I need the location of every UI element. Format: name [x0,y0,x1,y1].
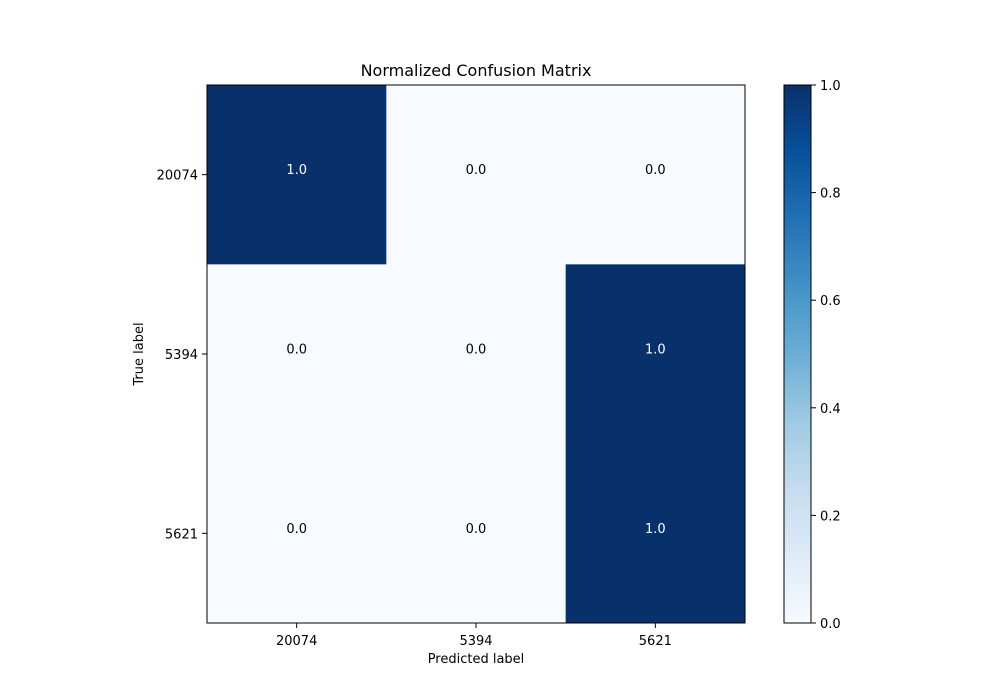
cell-value-label-r1-c0: 0.0 [286,343,307,358]
x-tick-label-0: 20074 [276,634,317,649]
x-tick-label-2: 5621 [639,634,672,649]
colorbar-tick-label-3: 0.6 [820,294,841,309]
heatmap-cell-r1-c0 [207,264,387,445]
y-tick-label-0: 20074 [157,169,198,184]
chart-title: Normalized Confusion Matrix [361,61,592,80]
colorbar [783,84,812,624]
x-tick-label-1: 5394 [459,634,492,649]
heatmap-cell-r1-c2 [565,264,746,445]
cell-value-label-r2-c1: 0.0 [466,522,487,537]
colorbar-ticks: 0.0 0.2 0.4 0.6 0.8 1.0 [811,79,841,632]
colorbar-tick-label-2: 0.4 [820,402,841,417]
heatmap-cell-r2-c0 [207,443,387,624]
cell-value-label-r0-c0: 1.0 [286,163,307,178]
y-axis-ticks: 20074 5394 5621 [157,169,207,542]
y-axis-label: True label [132,322,147,386]
cell-value-label-r1-c2: 1.0 [645,343,666,358]
colorbar-tick-label-4: 0.8 [820,187,841,202]
heatmap-cell-r0-c2 [565,85,746,265]
x-axis-ticks: 20074 5394 5621 [276,623,672,649]
y-tick-label-1: 5394 [165,348,198,363]
cell-value-label-r1-c1: 0.0 [466,343,487,358]
x-axis-label: Predicted label [428,652,525,667]
heatmap-cell-r2-c2 [565,443,746,624]
cell-value-label-r2-c0: 0.0 [286,522,307,537]
heatmap-cells [207,85,746,624]
y-tick-label-2: 5621 [165,527,198,542]
cell-value-label-r0-c1: 0.0 [466,163,487,178]
cell-value-label-r2-c2: 1.0 [645,522,666,537]
heatmap-cell-r0-c0 [207,85,387,265]
colorbar-tick-label-0: 0.0 [820,617,841,632]
cell-labels: 1.0 0.0 0.0 0.0 0.0 1.0 0.0 0.0 1.0 [286,163,665,537]
colorbar-tick-label-1: 0.2 [820,509,841,524]
heatmap-cell-r1-c1 [386,264,567,445]
colorbar-tick-label-5: 1.0 [820,79,841,94]
heatmap-cell-r0-c1 [386,85,567,265]
cell-value-label-r0-c2: 0.0 [645,163,666,178]
heatmap-cell-r2-c1 [386,443,567,624]
